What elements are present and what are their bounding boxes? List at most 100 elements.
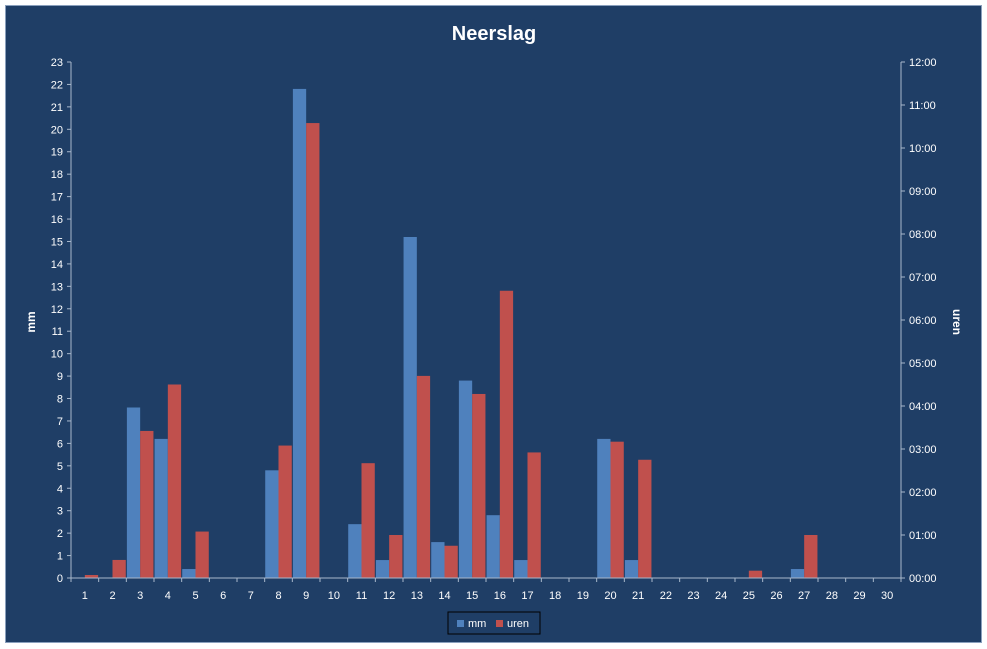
y-tick-label: 19 — [51, 147, 63, 159]
bar-uren-12 — [389, 535, 403, 578]
bar-mm-11 — [348, 524, 362, 578]
x-tick-label: 3 — [137, 590, 143, 602]
x-tick-label: 7 — [248, 590, 254, 602]
y2-tick-label: 05:00 — [909, 358, 937, 370]
y-tick-label: 20 — [51, 124, 63, 136]
bar-uren-9 — [306, 123, 320, 578]
y-tick-label: 16 — [51, 214, 63, 226]
x-tick-label: 12 — [383, 590, 395, 602]
y-tick-label: 11 — [52, 326, 63, 338]
y2-tick-label: 00:00 — [909, 573, 937, 585]
x-tick-label: 20 — [604, 590, 616, 602]
legend-label-uren: uren — [507, 618, 529, 630]
y-tick-label: 21 — [51, 102, 63, 114]
y-tick-label: 17 — [51, 192, 63, 204]
bar-mm-21 — [624, 560, 639, 578]
bar-mm-8 — [265, 470, 279, 578]
x-tick-label: 23 — [687, 590, 699, 602]
x-tick-label: 10 — [328, 590, 340, 602]
y-tick-label: 9 — [57, 371, 63, 383]
y2-tick-label: 09:00 — [909, 186, 937, 198]
y2-tick-label: 11:00 — [909, 100, 936, 112]
bar-mm-14 — [431, 542, 445, 578]
legend-label-mm: mm — [468, 618, 486, 630]
legend-swatch-mm — [457, 620, 464, 627]
bar-uren-4 — [167, 384, 182, 578]
legend-box — [447, 611, 541, 635]
x-tick-label: 1 — [82, 590, 88, 602]
bar-uren-13 — [416, 375, 431, 578]
y2-tick-label: 06:00 — [909, 315, 937, 327]
bar-mm-20 — [597, 438, 611, 578]
y-tick-label: 4 — [57, 483, 63, 495]
x-tick-label: 2 — [109, 590, 115, 602]
x-tick-label: 15 — [466, 590, 478, 602]
y-tick-label: 0 — [57, 573, 63, 585]
y2-tick-label: 02:00 — [909, 487, 937, 499]
legend: mm uren — [447, 611, 541, 635]
y2-tick-label: 04:00 — [909, 401, 937, 413]
x-tick-label: 21 — [632, 590, 644, 602]
y-tick-label: 13 — [51, 281, 63, 293]
bar-uren-1 — [84, 574, 99, 578]
bar-mm-4 — [154, 438, 168, 578]
bar-mm-15 — [458, 380, 473, 578]
y-tick-label: 12 — [51, 304, 63, 316]
chart-title: Neerslag — [452, 23, 537, 45]
y-tick-label: 3 — [57, 506, 63, 518]
x-tick-label: 16 — [494, 590, 506, 602]
bar-uren-21 — [638, 459, 652, 578]
x-tick-label: 18 — [549, 590, 561, 602]
y2-axis-label: uren — [950, 309, 964, 335]
x-tick-label: 11 — [356, 590, 367, 602]
y-tick-label: 1 — [57, 551, 63, 563]
y2-tick-label: 08:00 — [909, 229, 937, 241]
precipitation-chart: Neerslag mm uren 01234567891011121314151… — [24, 23, 964, 635]
x-tick-label: 22 — [660, 590, 672, 602]
y-tick-label: 8 — [57, 394, 63, 406]
y2-tick-label: 01:00 — [909, 530, 937, 542]
bar-uren-14 — [444, 545, 458, 578]
x-tick-label: 29 — [853, 590, 865, 602]
bar-uren-20 — [610, 441, 624, 578]
x-tick-label: 8 — [275, 590, 281, 602]
x-tick-label: 28 — [826, 590, 838, 602]
bar-mm-5 — [182, 569, 196, 578]
y2-tick-label: 12:00 — [909, 57, 937, 69]
y-tick-label: 7 — [57, 416, 63, 428]
bar-mm-17 — [514, 560, 528, 578]
x-tick-label: 17 — [521, 590, 533, 602]
x-tick-label: 13 — [411, 590, 423, 602]
x-tick-label: 14 — [438, 590, 450, 602]
x-tick-label: 19 — [577, 590, 589, 602]
y-tick-label: 6 — [57, 438, 63, 450]
y-tick-label: 15 — [51, 236, 63, 248]
y-tick-label: 18 — [51, 169, 63, 181]
x-tick-label: 4 — [165, 590, 171, 602]
bar-uren-8 — [278, 445, 292, 578]
y2-tick-label: 03:00 — [909, 444, 937, 456]
bar-uren-15 — [472, 393, 486, 578]
y2-tick-label: 07:00 — [909, 272, 937, 284]
x-tick-label: 24 — [715, 590, 727, 602]
bar-uren-11 — [361, 463, 375, 578]
y-axis-label: mm — [24, 311, 38, 332]
y-tick-label: 5 — [57, 461, 63, 473]
bars-group — [84, 88, 818, 578]
bar-uren-2 — [112, 559, 126, 578]
chart-frame: Neerslag mm uren 0 1 2 3 4 5 6 7 8 9 10 11 12 13 14 15 1… — [5, 5, 982, 643]
bar-mm-13 — [403, 236, 417, 578]
x-tick-label: 6 — [220, 590, 226, 602]
bar-uren-5 — [195, 531, 209, 578]
y-tick-label: 14 — [51, 259, 63, 271]
y2-tick-label: 10:00 — [909, 143, 937, 155]
x-tick-label: 30 — [881, 590, 893, 602]
bar-mm-9 — [292, 88, 307, 578]
y-tick-label: 2 — [57, 528, 63, 540]
bar-uren-17 — [527, 452, 541, 578]
y-tick-label: 23 — [51, 57, 63, 69]
legend-swatch-uren — [496, 620, 503, 627]
bar-mm-12 — [375, 560, 390, 578]
bar-uren-25 — [748, 570, 763, 578]
y-tick-label: 10 — [51, 349, 63, 361]
